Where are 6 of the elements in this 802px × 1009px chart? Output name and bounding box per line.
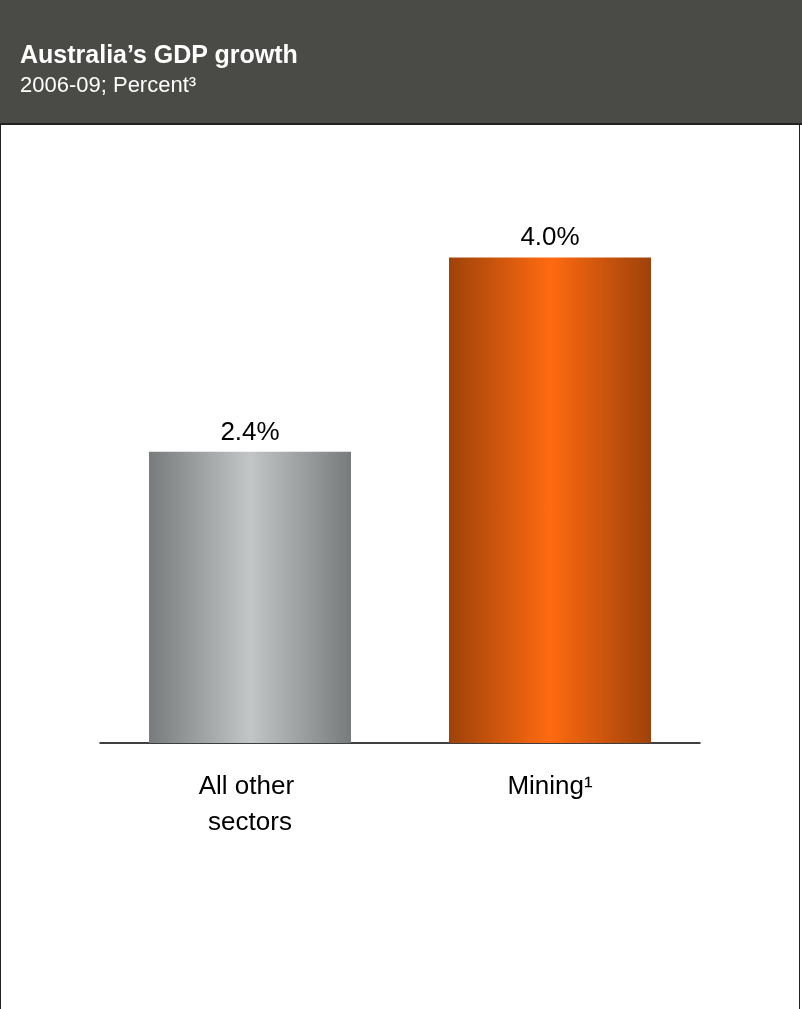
chart-subtitle: 2006-09; Percent³ — [20, 72, 197, 98]
chart-title: Australia’s GDP growth — [20, 40, 298, 69]
data-label: 4.0% — [520, 221, 580, 252]
x-tick-label: Mining¹ — [507, 770, 593, 800]
x-tick-label: All other sectors — [198, 770, 302, 836]
data-label: 2.4% — [220, 415, 280, 446]
